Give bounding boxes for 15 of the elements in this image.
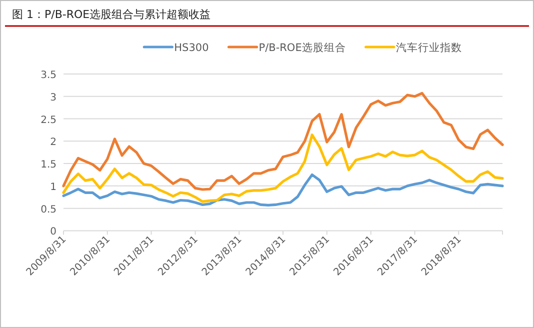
y-tick-label: 3.5 bbox=[40, 70, 56, 81]
y-tick-label: 1 bbox=[50, 182, 56, 193]
line-series bbox=[62, 92, 504, 191]
y-tick-label: 2.5 bbox=[40, 114, 56, 126]
y-tick-label: 0 bbox=[50, 226, 56, 238]
y-tick-label: 3 bbox=[50, 92, 56, 104]
y-tick-label: 1.5 bbox=[40, 160, 56, 171]
legend-label: P/B-ROE选股组合 bbox=[258, 41, 346, 54]
y-tick-label: 0.5 bbox=[40, 204, 56, 216]
legend-label: 汽车行业指数 bbox=[396, 41, 462, 54]
legend-label: HS300 bbox=[174, 42, 209, 54]
y-tick-label: 2 bbox=[50, 137, 56, 148]
line-series bbox=[62, 173, 504, 206]
chart-title: 图 1：P/B-ROE选股组合与累计超额收益 bbox=[12, 8, 211, 21]
line-series bbox=[62, 134, 504, 203]
